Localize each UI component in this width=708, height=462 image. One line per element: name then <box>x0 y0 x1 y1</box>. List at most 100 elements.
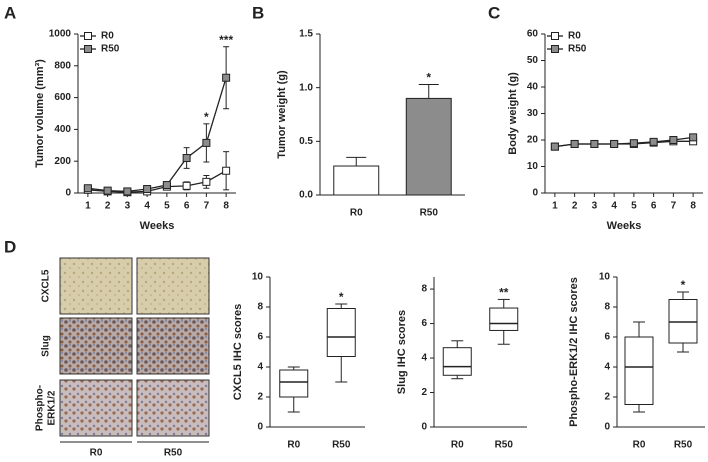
y-tick-label: 0 <box>604 422 610 433</box>
marker <box>83 184 92 193</box>
micrograph <box>59 379 133 437</box>
y-tick-label: 8 <box>604 302 610 313</box>
marker <box>689 133 698 142</box>
y-axis-label: Tumor volume (mm³) <box>34 59 46 168</box>
marker <box>649 137 658 146</box>
x-tick-label: 1 <box>552 201 558 212</box>
y-tick-label: 0 <box>65 188 71 199</box>
box <box>279 369 309 398</box>
y-tick-label: 6 <box>421 318 427 329</box>
x-tick-label: 3 <box>125 201 131 212</box>
row-label: Phospho- <box>35 385 46 431</box>
x-tick-label: 8 <box>690 201 696 212</box>
marker <box>629 139 638 148</box>
x-tick-label: 8 <box>223 201 229 212</box>
y-tick-label: 200 <box>54 156 71 167</box>
micrograph <box>59 317 133 375</box>
y-tick-label: 0 <box>532 188 538 199</box>
marker <box>669 136 678 144</box>
x-tick-label: 3 <box>592 201 598 212</box>
y-tick-label: 10 <box>252 272 264 283</box>
x-tick-label: 5 <box>164 201 170 212</box>
x-tick-label: R0 <box>633 440 646 451</box>
y-tick-label: 0.0 <box>299 190 313 201</box>
marker <box>590 139 599 148</box>
x-tick-label: 1 <box>85 201 91 212</box>
box <box>442 347 472 376</box>
panel-letter: A <box>4 3 16 22</box>
marker <box>143 185 152 194</box>
y-tick-label: 0 <box>421 422 427 433</box>
row-label: CXCL5 <box>41 269 52 302</box>
y-tick-label: 6 <box>257 332 263 343</box>
bar <box>333 165 380 196</box>
significance-mark: * <box>426 71 431 85</box>
y-tick-label: 1.5 <box>299 29 313 40</box>
y-tick-label: 4 <box>257 362 263 373</box>
micrograph <box>136 379 210 437</box>
marker <box>162 181 171 190</box>
y-axis-label: Tumor weight (g) <box>276 70 288 159</box>
legend-marker <box>84 32 92 40</box>
y-tick-label: 20 <box>527 135 539 146</box>
y-tick-label: 30 <box>527 108 539 119</box>
marker <box>222 73 231 82</box>
marker <box>222 166 231 175</box>
x-tick-label: 5 <box>631 201 637 212</box>
micrograph <box>136 257 210 315</box>
marker <box>202 138 211 147</box>
y-tick-label: 600 <box>54 92 71 103</box>
y-tick-label: 10 <box>527 161 539 172</box>
y-axis-label: Phospho-ERK1/2 IHC scores <box>568 277 580 427</box>
y-tick-label: 10 <box>599 272 611 283</box>
box <box>326 308 356 357</box>
micrograph <box>136 317 210 375</box>
x-tick-label: 2 <box>105 201 111 212</box>
marker <box>610 139 619 148</box>
marker <box>123 187 132 196</box>
column-label: R0 <box>90 448 103 459</box>
significance-mark: ** <box>499 286 509 300</box>
y-tick-label: 2 <box>604 392 610 403</box>
x-tick-label: R50 <box>332 440 351 451</box>
x-axis-label: Weeks <box>140 220 175 232</box>
y-tick-label: 50 <box>527 55 539 66</box>
y-tick-label: 1.0 <box>299 82 313 93</box>
significance-mark: * <box>204 110 209 124</box>
x-tick-label: R0 <box>287 440 300 451</box>
marker <box>570 139 579 148</box>
x-tick-label: 7 <box>671 201 677 212</box>
column-label: R50 <box>164 448 183 459</box>
x-tick-label: R50 <box>420 208 439 219</box>
y-tick-label: 4 <box>421 353 427 364</box>
y-tick-label: 40 <box>527 82 539 93</box>
y-axis-label: Slug IHC scores <box>396 310 408 394</box>
x-tick-label: 6 <box>651 201 657 212</box>
y-tick-label: 1000 <box>49 29 72 40</box>
x-tick-label: R0 <box>451 440 464 451</box>
x-tick-label: R0 <box>350 208 363 219</box>
legend-label: R50 <box>101 44 120 55</box>
x-tick-label: 6 <box>184 201 190 212</box>
significance-mark: *** <box>219 33 233 47</box>
panel-letter: D <box>4 237 16 256</box>
row-label: ERK1/2 <box>47 390 58 425</box>
y-tick-label: 0.5 <box>299 136 313 147</box>
marker <box>103 186 112 195</box>
marker <box>182 154 191 163</box>
legend-label: R50 <box>568 44 587 55</box>
y-axis-label: CXCL5 IHC scores <box>232 304 244 401</box>
marker <box>182 181 191 190</box>
row-label: Slug <box>41 335 52 357</box>
panel-letter: C <box>488 3 500 22</box>
marker <box>202 177 211 186</box>
x-tick-label: 2 <box>572 201 578 212</box>
y-tick-label: 800 <box>54 60 71 71</box>
panel-letter: B <box>252 3 264 22</box>
y-axis-label: Body weight (g) <box>507 72 519 155</box>
micrograph <box>59 257 133 315</box>
significance-mark: * <box>339 290 344 304</box>
significance-mark: * <box>681 278 686 292</box>
y-tick-label: 4 <box>604 362 610 373</box>
